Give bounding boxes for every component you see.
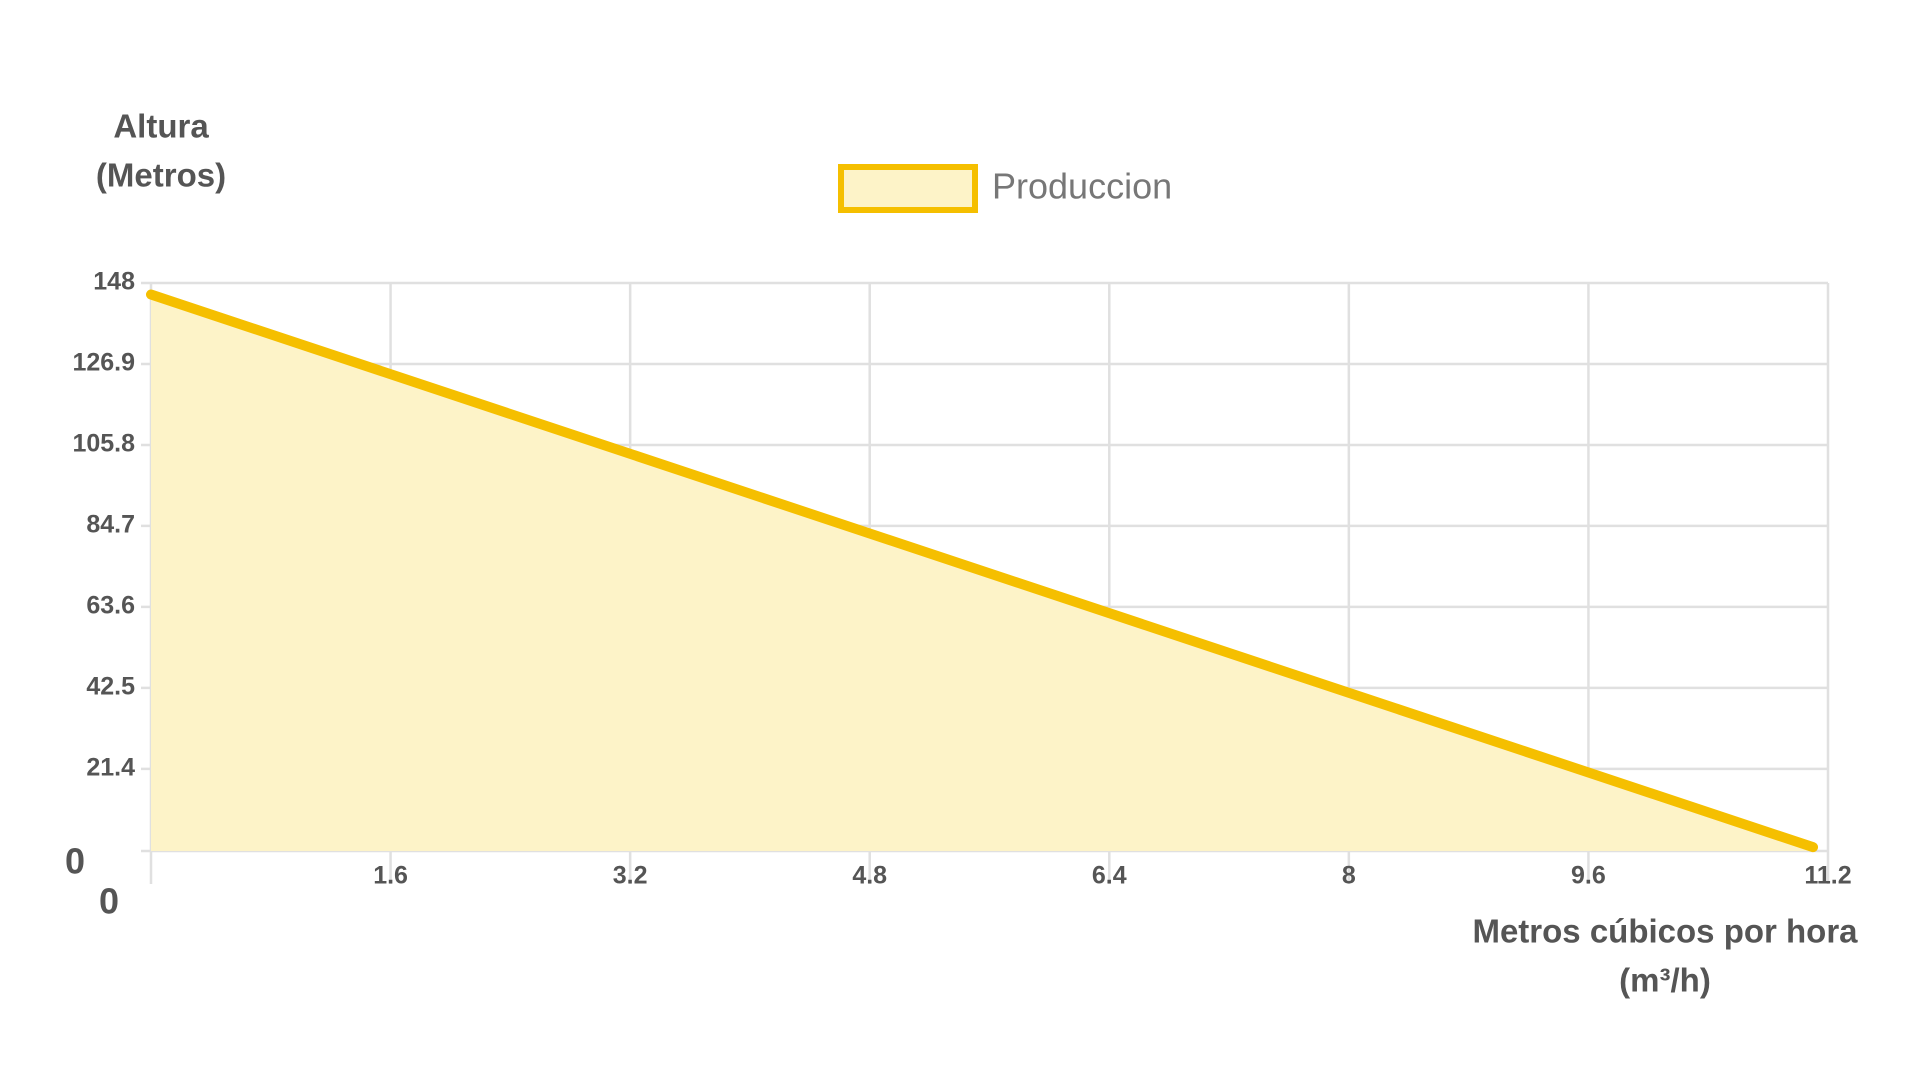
- y-tick-label: 63.6: [86, 592, 135, 620]
- x-tick-label: 6.4: [1092, 862, 1127, 890]
- x-axis-title: (m³/h): [1619, 962, 1711, 999]
- y-axis-title: (Metros): [96, 157, 226, 194]
- y-tick-label: 126.9: [72, 349, 135, 377]
- y-tick-label: 105.8: [72, 430, 135, 458]
- y-tick-label: 42.5: [86, 673, 135, 701]
- x-tick-label: 1.6: [373, 862, 408, 890]
- x-tick-label: 11.2: [1804, 862, 1851, 890]
- y-tick-label: 21.4: [86, 753, 135, 781]
- y-axis-title: Altura: [113, 108, 209, 145]
- legend-label: Produccion: [992, 166, 1172, 207]
- y-tick-label: 84.7: [86, 511, 135, 539]
- x-axis-title: Metros cúbicos por hora: [1472, 913, 1858, 950]
- x-tick-label: 0: [99, 881, 119, 922]
- y-tick-label: 0: [65, 841, 85, 882]
- x-tick-label: 8: [1342, 862, 1356, 890]
- x-tick-label: 9.6: [1571, 862, 1606, 890]
- x-tick-label: 3.2: [613, 862, 648, 890]
- y-tick-label: 148: [93, 268, 135, 296]
- legend-swatch: [838, 164, 978, 213]
- area-line: [146, 289, 1819, 853]
- x-tick-label: 4.8: [852, 862, 887, 890]
